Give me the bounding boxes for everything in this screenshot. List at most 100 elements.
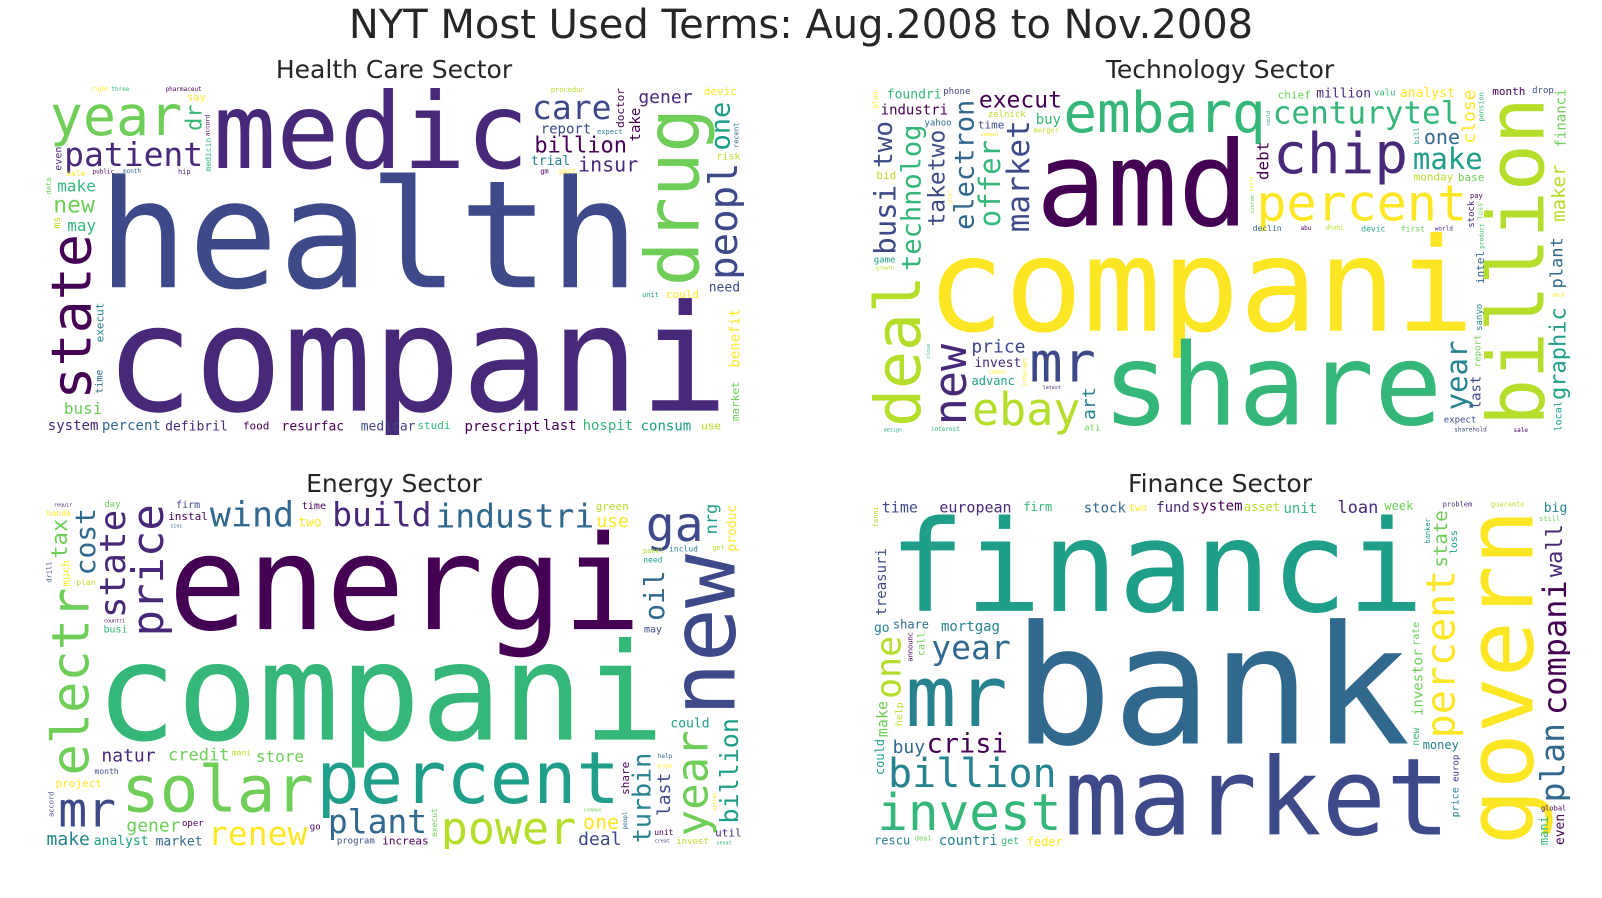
cloud-word: invest	[877, 784, 1061, 843]
cloud-word: busi	[64, 399, 103, 418]
cloud-word: plan	[1533, 723, 1570, 802]
cloud-word: one	[583, 810, 619, 834]
cloud-word: million	[1316, 87, 1371, 102]
cloud-word: technolog	[896, 125, 927, 271]
cloud-word: execut	[93, 303, 106, 343]
cloud-word: financi	[889, 499, 1424, 641]
cloud-word: crisi	[926, 729, 1007, 760]
cloud-word: new	[1411, 727, 1422, 746]
cloud-word: year	[50, 85, 182, 148]
cloud-word: debt	[1253, 142, 1272, 181]
cloud-word: big	[1544, 501, 1567, 516]
cloud-word: tax	[48, 519, 73, 559]
cloud-word: zelnick	[988, 110, 1027, 120]
cloud-word: day	[104, 500, 121, 510]
cloud-word: need	[709, 281, 740, 296]
cloud-word: internet	[1022, 357, 1029, 386]
cloud-word: declin	[1253, 224, 1282, 233]
cloud-word: gener	[638, 87, 692, 108]
cloud-word: accord	[205, 114, 212, 136]
cloud-word: nrg	[702, 504, 722, 535]
cloud-word: wall	[1543, 524, 1568, 577]
cloud-word: make	[47, 829, 90, 849]
cloud-word: group	[657, 764, 672, 770]
cloud-word: offer	[973, 140, 1007, 227]
cloud-word: sanyo	[1475, 304, 1485, 331]
cloud-word: product	[1479, 223, 1486, 249]
cloud-word: plant	[1547, 237, 1567, 288]
cloud-word: make	[874, 701, 892, 737]
cloud-word: turbin	[627, 753, 656, 843]
cloud-word: time	[302, 501, 326, 512]
cloud-word: instal	[168, 510, 208, 523]
cloud-word: deal	[915, 835, 932, 843]
cloud-word: last	[543, 418, 577, 434]
cloud-word: merger	[1034, 126, 1059, 134]
cloud-word: share	[1102, 320, 1442, 435]
cloud-word: go	[310, 822, 321, 832]
cloud-word: mani	[1537, 816, 1551, 845]
cloud-word: medicin	[204, 138, 213, 172]
cloud-word: honda	[47, 509, 71, 518]
cloud-word: percent	[1256, 175, 1467, 233]
cloud-word: rival	[948, 190, 954, 205]
cloud-word: mani	[232, 748, 251, 757]
cloud-word: pharmaceut	[166, 86, 203, 93]
cloud-word: year	[931, 628, 1010, 667]
cloud-word: help	[658, 753, 673, 760]
cloud-word: produc	[725, 505, 740, 552]
cloud-word: custom	[1250, 195, 1256, 213]
health-care-panel-title: Health Care Sector	[275, 55, 513, 84]
cloud-word: drill	[45, 562, 53, 583]
cloud-word: financi	[1553, 88, 1569, 147]
cloud-word: peopl	[622, 811, 629, 829]
cloud-word: state	[44, 234, 104, 400]
cloud-word: pension	[1477, 92, 1485, 122]
cloud-word: chief	[1278, 88, 1311, 101]
cloud-word: embarq	[1063, 85, 1265, 146]
cloud-word: expect	[1444, 415, 1477, 425]
cloud-word: pay	[1470, 192, 1483, 200]
cloud-word: time	[94, 370, 105, 394]
cloud-word: industri	[435, 499, 594, 536]
cloud-word: store	[256, 747, 304, 766]
cloud-word: energi	[168, 507, 641, 660]
cloud-word: valu	[1374, 89, 1396, 99]
cloud-word: last	[654, 773, 675, 816]
cloud-word: plan	[76, 578, 95, 587]
cloud-word: treasuri	[874, 548, 890, 615]
cloud-word: mr	[1030, 330, 1096, 394]
cloud-word: compani	[1536, 580, 1570, 715]
cloud-word: food	[243, 419, 270, 432]
cloud-word: phone	[943, 87, 970, 97]
cloud-word: new	[651, 553, 744, 716]
cloud-word: project	[56, 777, 102, 790]
cloud-word: compani	[105, 274, 729, 435]
cloud-word: even	[53, 147, 64, 171]
cloud-word: foundri	[887, 88, 942, 103]
cloud-word: public	[92, 168, 114, 175]
cloud-word: unit	[654, 828, 673, 837]
cloud-word: base	[1458, 171, 1485, 184]
cloud-word: centurytel	[1273, 95, 1460, 131]
cloud-word: even	[1553, 814, 1568, 845]
cloud-word: world	[1435, 225, 1453, 232]
cloud-word: share	[619, 762, 632, 795]
cloud-word: unit	[1283, 501, 1317, 517]
cloud-word: medicar	[361, 419, 416, 434]
cloud-word: power	[441, 802, 576, 849]
cloud-word: two	[870, 121, 899, 168]
cloud-word: market	[729, 381, 742, 421]
cloud-word: market	[1001, 120, 1037, 232]
cloud-word: growth	[876, 265, 894, 271]
cloud-word: advanc	[972, 374, 1015, 388]
cloud-word: money	[1423, 738, 1459, 752]
cloud-word: credit	[168, 745, 229, 765]
cloud-word: bank	[1013, 591, 1410, 783]
cloud-word: global	[1541, 804, 1566, 812]
cloud-word: consum	[641, 418, 692, 434]
cloud-word: local	[1554, 401, 1565, 431]
cloud-word: report	[541, 122, 592, 138]
cloud-word: could	[873, 739, 887, 775]
